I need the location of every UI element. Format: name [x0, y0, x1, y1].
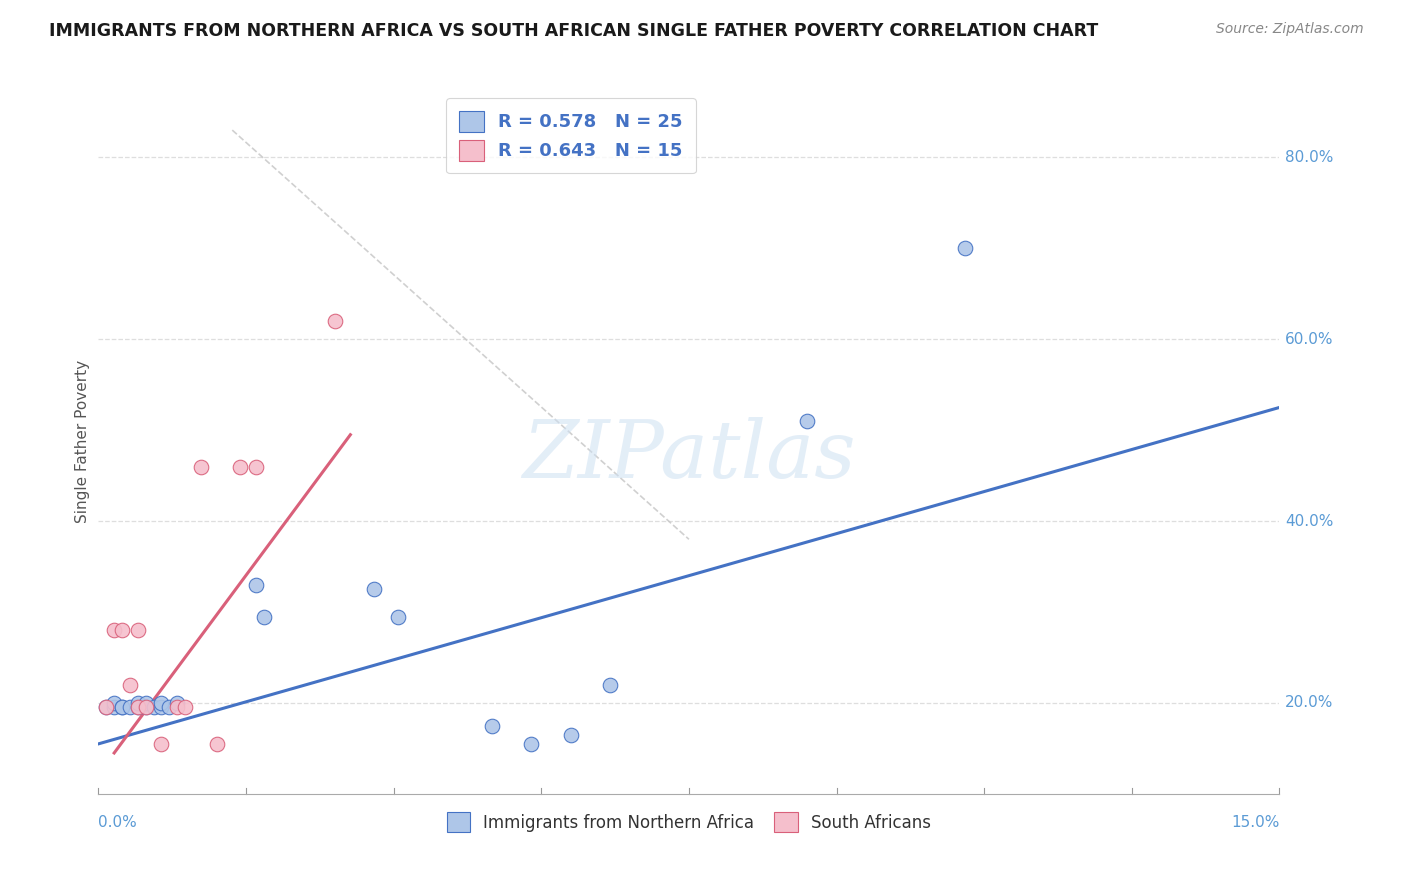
- Point: [135, 700, 157, 714]
- Point: [111, 700, 134, 714]
- Point: [111, 700, 134, 714]
- Text: 20.0%: 20.0%: [1285, 696, 1334, 710]
- Point: [229, 459, 252, 474]
- Point: [103, 696, 125, 710]
- Point: [127, 700, 149, 714]
- Point: [520, 737, 543, 751]
- Text: IMMIGRANTS FROM NORTHERN AFRICA VS SOUTH AFRICAN SINGLE FATHER POVERTY CORRELATI: IMMIGRANTS FROM NORTHERN AFRICA VS SOUTH…: [49, 22, 1098, 40]
- Point: [166, 696, 188, 710]
- Point: [796, 414, 818, 428]
- Point: [96, 700, 118, 714]
- Point: [363, 582, 385, 597]
- Point: [245, 578, 267, 592]
- Point: [387, 609, 409, 624]
- Point: [253, 609, 276, 624]
- Point: [174, 700, 197, 714]
- Point: [135, 696, 157, 710]
- Text: 80.0%: 80.0%: [1285, 150, 1334, 165]
- Text: ZIPatlas: ZIPatlas: [522, 417, 856, 494]
- Point: [103, 700, 125, 714]
- Point: [150, 737, 173, 751]
- Point: [599, 678, 621, 692]
- Point: [190, 459, 212, 474]
- Point: [96, 700, 118, 714]
- Point: [118, 678, 141, 692]
- Y-axis label: Single Father Poverty: Single Father Poverty: [75, 360, 90, 523]
- Point: [118, 700, 141, 714]
- Text: 60.0%: 60.0%: [1285, 332, 1334, 347]
- Point: [150, 700, 173, 714]
- Point: [135, 700, 157, 714]
- Point: [481, 719, 503, 733]
- Point: [127, 696, 149, 710]
- Point: [127, 700, 149, 714]
- Legend: Immigrants from Northern Africa, South Africans: Immigrants from Northern Africa, South A…: [440, 805, 938, 838]
- Point: [127, 624, 149, 638]
- Point: [157, 700, 180, 714]
- Point: [245, 459, 267, 474]
- Point: [166, 700, 188, 714]
- Point: [103, 624, 125, 638]
- Text: 0.0%: 0.0%: [98, 815, 138, 830]
- Point: [953, 241, 976, 255]
- Point: [111, 624, 134, 638]
- Point: [150, 696, 173, 710]
- Text: 15.0%: 15.0%: [1232, 815, 1279, 830]
- Point: [560, 728, 582, 742]
- Point: [323, 314, 346, 328]
- Point: [205, 737, 228, 751]
- Point: [142, 700, 165, 714]
- Text: 40.0%: 40.0%: [1285, 514, 1334, 529]
- Text: Source: ZipAtlas.com: Source: ZipAtlas.com: [1216, 22, 1364, 37]
